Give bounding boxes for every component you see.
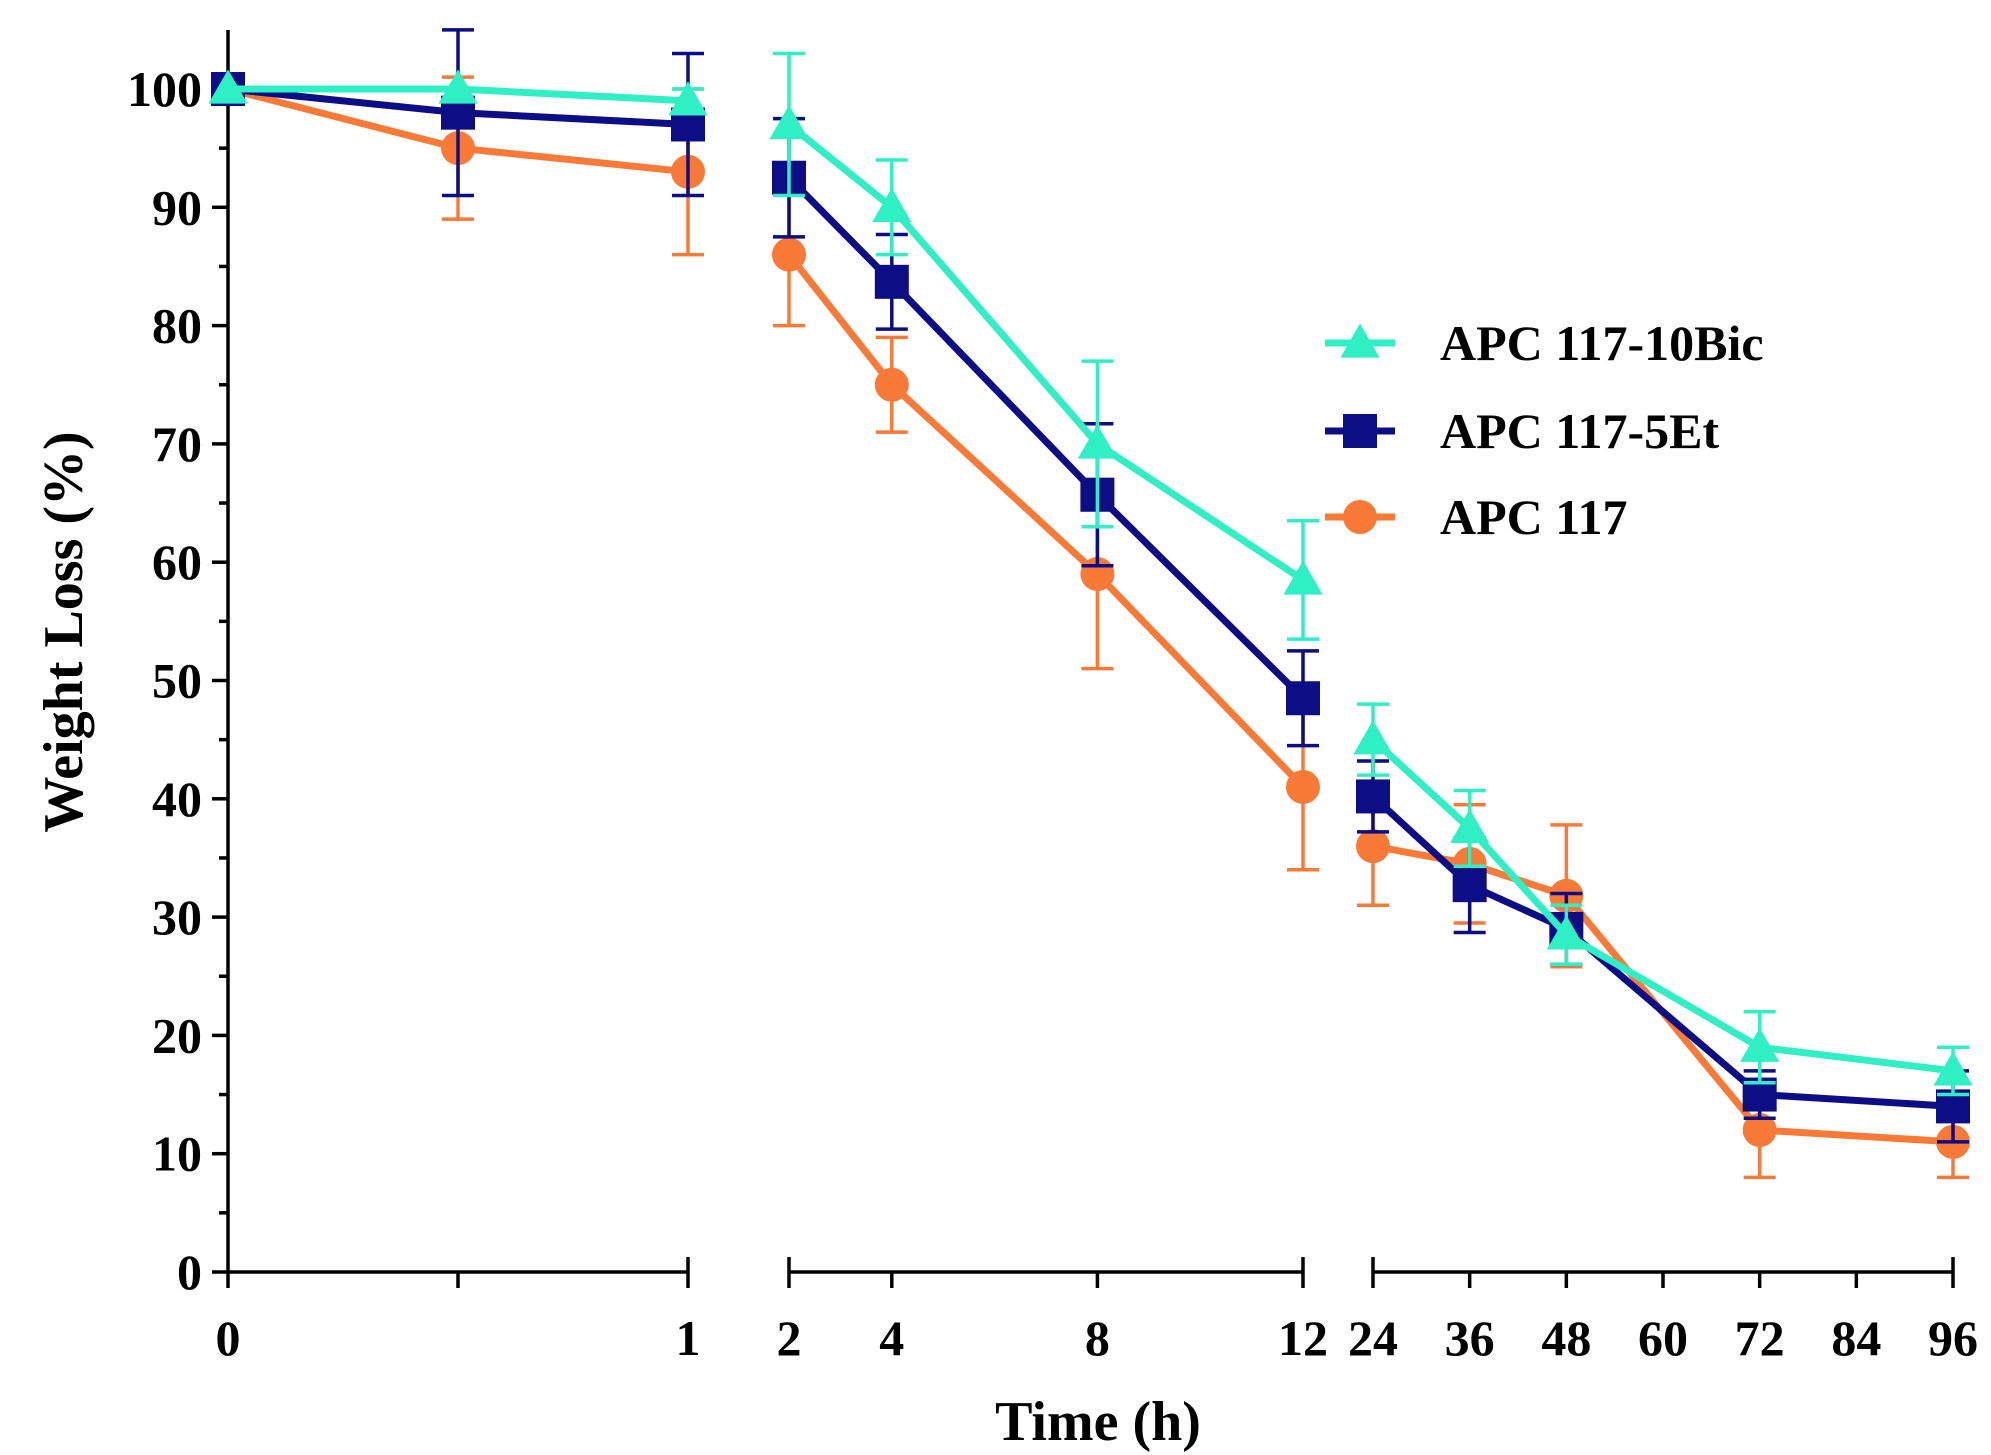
series-line	[888, 278, 1101, 499]
series-line	[888, 381, 1101, 578]
legend-marker	[1343, 500, 1377, 534]
series-line	[1466, 824, 1570, 939]
data-point	[438, 69, 478, 104]
data-point	[769, 104, 809, 140]
x-tick-label: 84	[1831, 1310, 1881, 1366]
legend-marker	[1340, 323, 1380, 358]
legend-marker	[1343, 414, 1377, 448]
series-line	[1562, 931, 1764, 1051]
data-point	[1286, 769, 1320, 804]
y-tick-label: 50	[152, 653, 202, 709]
y-tick-label: 60	[152, 534, 202, 590]
data-point	[874, 367, 909, 402]
x-tick-label: 1	[676, 1310, 701, 1366]
data-point	[872, 187, 912, 222]
series-line	[1756, 1091, 1957, 1110]
series-line	[785, 251, 896, 389]
legend-label: APC 117-10Bic	[1440, 315, 1764, 371]
y-tick-label: 90	[152, 179, 202, 235]
data-point	[1450, 808, 1490, 844]
y-tick-label: 30	[152, 889, 202, 945]
series-line	[1093, 440, 1307, 584]
series-line	[1756, 1126, 1957, 1146]
x-tick-label: 72	[1735, 1310, 1785, 1366]
y-tick-label: 40	[152, 771, 202, 827]
x-axis-title: Time (h)	[995, 1391, 1201, 1453]
y-tick-label: 10	[152, 1126, 202, 1182]
x-tick-label: 36	[1445, 1310, 1495, 1366]
data-point	[1740, 1027, 1780, 1062]
y-tick-label: 100	[127, 61, 202, 117]
x-tick-label: 96	[1928, 1310, 1978, 1366]
data-point	[874, 264, 909, 299]
data-point	[1356, 779, 1390, 814]
data-point	[1933, 1051, 1973, 1086]
y-axis-title: Weight Loss (%)	[33, 431, 95, 832]
x-tick-label: 4	[879, 1310, 904, 1366]
data-point	[1353, 720, 1393, 755]
y-tick-label: 70	[152, 416, 202, 472]
x-tick-label: 8	[1085, 1310, 1110, 1366]
legend-item: APC 117-5Et	[1325, 403, 1720, 459]
series-line	[224, 85, 462, 117]
series-line	[454, 144, 692, 176]
data-point	[1283, 560, 1323, 595]
x-tick-label: 60	[1638, 1310, 1688, 1366]
series-line	[224, 85, 462, 152]
data-point	[772, 237, 806, 272]
data-point	[1452, 868, 1487, 903]
data-point	[668, 81, 708, 116]
series-layer	[208, 28, 1973, 1180]
x-tick-label: 24	[1348, 1310, 1398, 1366]
y-tick-label: 0	[177, 1244, 202, 1300]
data-point	[1286, 681, 1320, 716]
y-tick-label: 80	[152, 298, 202, 354]
series-line	[1093, 491, 1307, 702]
series-line	[1369, 736, 1474, 832]
legend-label: APC 117	[1440, 489, 1628, 545]
x-tick-label: 2	[777, 1310, 802, 1366]
legend: APC 117-10Bic APC 117-5Et APC 117	[1325, 315, 1764, 545]
data-point	[1077, 424, 1117, 459]
series-line	[1093, 570, 1307, 791]
series-apc-117	[211, 72, 1970, 1180]
series-line	[888, 203, 1101, 448]
series-apc-117-10bic	[208, 51, 1973, 1097]
x-tick-label: 0	[216, 1310, 241, 1366]
x-tick-label: 48	[1541, 1310, 1591, 1366]
data-point	[1546, 915, 1586, 950]
legend-label: APC 117-5Et	[1440, 403, 1720, 459]
y-tick-label: 20	[152, 1007, 202, 1063]
legend-item: APC 117	[1325, 489, 1628, 545]
series-line	[454, 109, 692, 128]
data-point	[1356, 829, 1390, 864]
data-point	[1742, 1113, 1777, 1148]
x-tick-label: 12	[1278, 1310, 1328, 1366]
legend-item: APC 117-10Bic	[1325, 315, 1764, 371]
series-line	[1756, 1043, 1957, 1075]
series-line	[454, 85, 692, 105]
series-line	[785, 174, 896, 286]
data-point	[208, 69, 248, 104]
